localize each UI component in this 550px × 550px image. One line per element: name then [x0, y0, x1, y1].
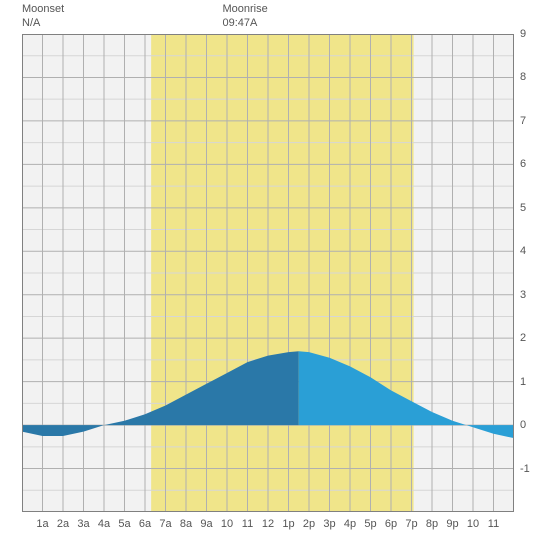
moonset-title: Moonset	[22, 2, 64, 16]
x-tick-label: 5a	[118, 518, 130, 530]
x-tick-label: 6p	[385, 518, 397, 530]
x-tick-label: 12	[262, 518, 274, 530]
x-tick-label: 3a	[77, 518, 89, 530]
y-tick-label: 3	[520, 289, 526, 301]
y-tick-label: 0	[520, 419, 526, 431]
x-tick-label: 3p	[323, 518, 335, 530]
chart-container: Moonset N/A Moonrise 09:47A -10123456789…	[0, 0, 550, 550]
y-tick-label: 9	[520, 28, 526, 40]
x-tick-label: 1p	[282, 518, 294, 530]
x-tick-label: 11	[488, 518, 499, 530]
y-tick-label: 8	[520, 71, 526, 83]
moonrise-label: Moonrise 09:47A	[222, 2, 267, 31]
y-tick-label: 2	[520, 332, 526, 344]
x-tick-label: 1a	[36, 518, 48, 530]
x-tick-label: 9p	[446, 518, 458, 530]
x-tick-label: 4p	[344, 518, 356, 530]
moonrise-value: 09:47A	[222, 16, 267, 30]
x-tick-label: 10	[221, 518, 233, 530]
y-tick-label: 1	[520, 376, 526, 388]
plot-area	[22, 34, 514, 512]
x-tick-label: 9a	[200, 518, 212, 530]
x-tick-label: 7p	[405, 518, 417, 530]
y-tick-label: 7	[520, 115, 526, 127]
x-tick-label: 5p	[364, 518, 376, 530]
x-tick-label: 2p	[303, 518, 315, 530]
x-tick-label: 10	[467, 518, 479, 530]
x-tick-label: 6a	[139, 518, 151, 530]
moonrise-title: Moonrise	[222, 2, 267, 16]
y-tick-label: 6	[520, 158, 526, 170]
y-tick-label: -1	[520, 463, 530, 475]
x-tick-label: 2a	[57, 518, 69, 530]
x-tick-label: 11	[242, 518, 253, 530]
moonset-value: N/A	[22, 16, 64, 30]
x-tick-label: 4a	[98, 518, 110, 530]
x-tick-label: 8a	[180, 518, 192, 530]
x-tick-label: 8p	[426, 518, 438, 530]
y-tick-label: 4	[520, 245, 526, 257]
moonset-label: Moonset N/A	[22, 2, 64, 31]
x-tick-label: 7a	[159, 518, 171, 530]
plot-svg	[22, 34, 514, 512]
y-tick-label: 5	[520, 202, 526, 214]
